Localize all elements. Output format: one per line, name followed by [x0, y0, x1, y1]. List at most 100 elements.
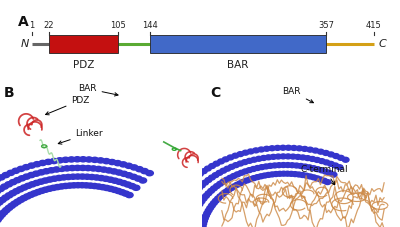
Circle shape	[290, 154, 296, 159]
Circle shape	[14, 178, 21, 183]
Circle shape	[318, 168, 325, 173]
Circle shape	[296, 172, 302, 177]
Circle shape	[38, 170, 45, 175]
Circle shape	[210, 186, 217, 191]
Circle shape	[99, 185, 106, 190]
Circle shape	[210, 201, 217, 205]
Circle shape	[84, 174, 91, 179]
Circle shape	[307, 147, 314, 152]
Circle shape	[108, 159, 116, 165]
Circle shape	[93, 175, 100, 180]
Circle shape	[204, 211, 210, 216]
Circle shape	[63, 166, 71, 171]
Circle shape	[258, 174, 264, 179]
Circle shape	[304, 156, 311, 160]
Circle shape	[11, 201, 18, 206]
Circle shape	[191, 211, 198, 216]
Circle shape	[17, 166, 25, 172]
Circle shape	[180, 187, 187, 192]
Circle shape	[273, 172, 279, 176]
Circle shape	[74, 157, 81, 162]
Circle shape	[190, 192, 197, 197]
Circle shape	[169, 205, 175, 210]
Circle shape	[180, 208, 187, 213]
Circle shape	[141, 168, 148, 174]
Circle shape	[122, 191, 130, 196]
Circle shape	[244, 178, 250, 183]
Circle shape	[38, 188, 46, 193]
Circle shape	[193, 208, 200, 212]
Circle shape	[228, 186, 234, 191]
Circle shape	[95, 184, 102, 189]
Circle shape	[217, 194, 224, 199]
Circle shape	[269, 146, 276, 151]
Circle shape	[85, 157, 93, 162]
Circle shape	[98, 175, 105, 181]
Circle shape	[0, 197, 6, 202]
Circle shape	[188, 220, 195, 225]
Circle shape	[178, 212, 185, 216]
Circle shape	[100, 167, 108, 172]
Circle shape	[280, 145, 286, 150]
Circle shape	[69, 174, 77, 179]
Circle shape	[60, 175, 68, 180]
Circle shape	[186, 181, 193, 185]
Circle shape	[74, 165, 81, 170]
Circle shape	[183, 184, 190, 189]
Circle shape	[222, 190, 229, 195]
Text: C-terminal: C-terminal	[301, 165, 348, 185]
Circle shape	[231, 184, 237, 189]
Circle shape	[342, 157, 349, 162]
Circle shape	[128, 183, 136, 189]
Circle shape	[12, 168, 20, 173]
Circle shape	[333, 154, 339, 158]
Circle shape	[254, 175, 261, 180]
Circle shape	[242, 150, 249, 155]
Circle shape	[54, 185, 61, 190]
Circle shape	[189, 178, 196, 183]
Circle shape	[289, 163, 296, 168]
Circle shape	[64, 174, 72, 180]
Circle shape	[62, 183, 69, 189]
Circle shape	[0, 217, 1, 222]
Circle shape	[34, 190, 42, 195]
Circle shape	[285, 154, 292, 159]
Circle shape	[120, 171, 128, 176]
Circle shape	[74, 183, 82, 188]
Circle shape	[200, 219, 207, 224]
Circle shape	[190, 214, 197, 219]
Circle shape	[107, 177, 114, 182]
Circle shape	[193, 189, 200, 194]
Circle shape	[20, 185, 28, 190]
Text: 105: 105	[110, 21, 126, 30]
Circle shape	[42, 187, 49, 192]
Circle shape	[130, 165, 138, 170]
Circle shape	[234, 172, 241, 177]
Text: 1: 1	[29, 21, 34, 30]
Circle shape	[322, 169, 329, 174]
Circle shape	[251, 157, 258, 162]
Circle shape	[0, 175, 5, 180]
Circle shape	[338, 155, 344, 160]
Circle shape	[223, 177, 230, 182]
Circle shape	[58, 166, 66, 171]
Circle shape	[224, 166, 231, 171]
Circle shape	[302, 164, 308, 169]
Circle shape	[107, 186, 114, 191]
Circle shape	[116, 179, 123, 184]
Circle shape	[97, 158, 104, 163]
Circle shape	[198, 199, 205, 204]
Circle shape	[82, 183, 90, 188]
Circle shape	[139, 178, 146, 183]
Circle shape	[50, 185, 57, 190]
Circle shape	[284, 163, 291, 168]
Circle shape	[27, 192, 34, 197]
Circle shape	[202, 213, 209, 218]
Circle shape	[0, 210, 8, 215]
Circle shape	[91, 183, 98, 189]
Circle shape	[220, 192, 226, 197]
Circle shape	[284, 171, 291, 176]
Text: 22: 22	[44, 21, 54, 30]
Circle shape	[237, 181, 244, 186]
Circle shape	[247, 149, 254, 154]
